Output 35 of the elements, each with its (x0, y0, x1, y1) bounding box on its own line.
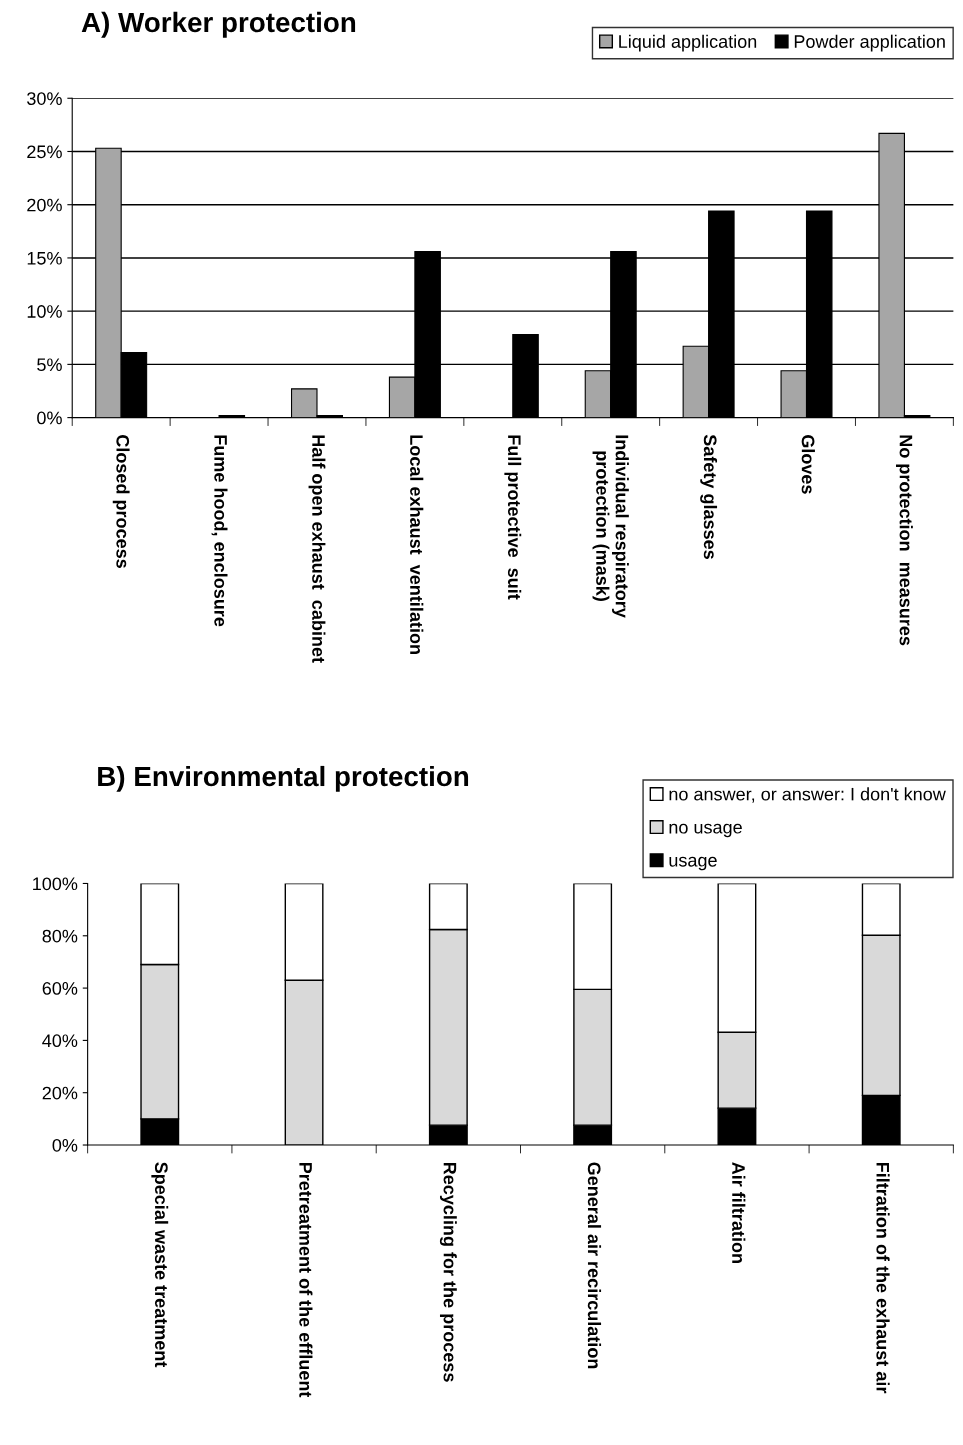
x-tick-label: Local exhaust ventilation (410, 435, 424, 654)
y-tick-label: 20% (42, 1086, 78, 1100)
y-tick-label: 15% (27, 251, 62, 265)
x-tick-label: General air recirculation (587, 1162, 602, 1369)
x-tick-label: Closed process (112, 435, 130, 568)
legend-label: Powder application (794, 34, 945, 52)
x-tick-label: No protection measures (896, 435, 913, 646)
y-tick-label: 0% (52, 1138, 78, 1152)
y-tick-label: 100% (33, 877, 78, 891)
x-tick-label: Individual respiratory protection (mask) (592, 435, 629, 618)
x-tick-label: Full protective suit (504, 435, 522, 600)
y-tick-label: 25% (27, 145, 62, 159)
y-tick-label: 5% (37, 358, 62, 372)
y-tick-label: 40% (42, 1034, 78, 1048)
x-tick-label: Special waste treatment (151, 1162, 169, 1368)
y-tick-label: 30% (27, 92, 62, 105)
x-tick-label: Air filtration (732, 1162, 746, 1263)
y-tick-label: 20% (27, 198, 62, 212)
x-tick-label: Pretreatment of the effluent (299, 1162, 313, 1398)
x-tick-label: Recycling for the process (439, 1162, 457, 1382)
y-tick-label: 10% (27, 305, 62, 318)
y-tick-label: 60% (42, 982, 78, 995)
y-tick-label: 80% (42, 929, 78, 943)
chart-title: A) Worker protection (81, 11, 356, 38)
y-tick-label: 0% (37, 411, 62, 425)
legend-label: usage (669, 856, 717, 871)
legend-label: no usage (669, 823, 742, 838)
x-tick-label: Half open exhaust cabinet (308, 435, 326, 663)
chart-title: B) Environmental protection (98, 765, 469, 792)
legend-label: no answer, or answer: I don't know (669, 787, 946, 803)
legend-label: Liquid application (619, 34, 757, 52)
x-tick-label: Gloves (801, 435, 815, 494)
x-tick-label: Filtration of the exhaust air (876, 1162, 890, 1394)
x-tick-label: Safety glasses (700, 434, 718, 559)
x-tick-label: Fume hood, enclosure (211, 435, 228, 627)
